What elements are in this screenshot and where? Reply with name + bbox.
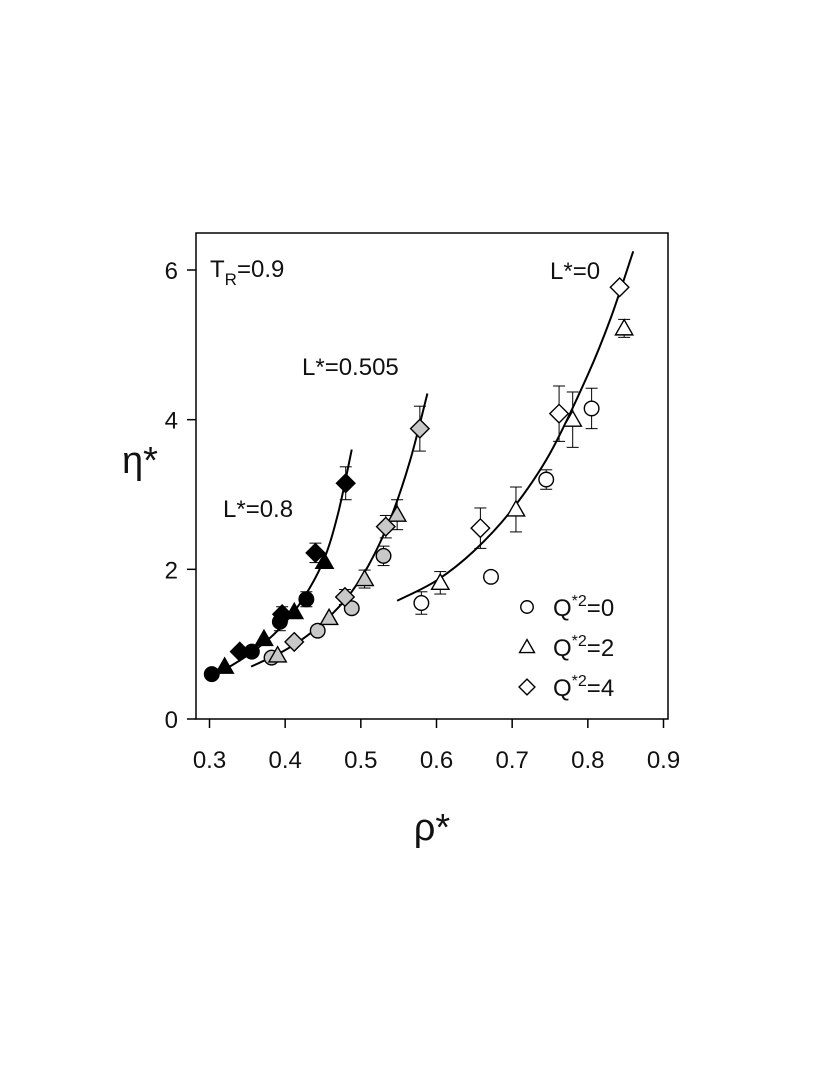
data-point-circle bbox=[538, 471, 555, 488]
curve-label-l08: L*=0.8 bbox=[223, 496, 293, 523]
x-tick-label: 0.6 bbox=[420, 747, 453, 774]
data-point-diamond bbox=[470, 517, 491, 539]
data-point-triangle bbox=[254, 628, 274, 647]
plot-area-frame bbox=[195, 232, 669, 720]
data-point-diamond bbox=[305, 542, 326, 564]
data-point-triangle bbox=[314, 551, 335, 570]
data-point-diamond bbox=[229, 641, 250, 662]
legend-label-superscript: *2 bbox=[572, 673, 587, 690]
temperature-subscript: R bbox=[225, 270, 237, 289]
data-point-diamond bbox=[409, 418, 431, 439]
y-tick-label: 0 bbox=[165, 707, 178, 734]
data-points bbox=[203, 276, 635, 683]
legend-label-base: Q bbox=[553, 635, 572, 662]
data-point-circle bbox=[483, 568, 499, 585]
legend-label: Q*2=0 bbox=[553, 593, 614, 622]
x-axis-title: ρ* bbox=[414, 807, 451, 849]
data-point-triangle bbox=[614, 318, 635, 336]
data-point-triangle bbox=[354, 568, 375, 587]
x-tick-label: 0.3 bbox=[193, 747, 226, 774]
data-point-circle bbox=[375, 547, 392, 564]
legend-label-tail: =4 bbox=[587, 675, 614, 702]
data-point-circle bbox=[203, 666, 220, 683]
data-point-triangle bbox=[214, 656, 235, 674]
legend-label-superscript: *2 bbox=[572, 633, 587, 650]
y-tick-label: 6 bbox=[165, 258, 178, 285]
curve-label-l0: L*=0 bbox=[550, 258, 600, 285]
data-point-circle bbox=[309, 622, 326, 639]
data-point-triangle bbox=[506, 499, 526, 517]
data-point-diamond bbox=[271, 604, 293, 625]
y-axis-title: η* bbox=[122, 440, 158, 482]
data-point-circle bbox=[413, 595, 430, 611]
x-tick-label: 0.9 bbox=[647, 747, 680, 774]
data-point-diamond bbox=[335, 473, 356, 494]
x-tick-label: 0.7 bbox=[495, 747, 528, 774]
data-point-circle bbox=[298, 591, 315, 608]
legend-label-tail: =2 bbox=[587, 635, 614, 662]
data-point-triangle bbox=[430, 572, 451, 591]
legend: Q*2=0Q*2=2Q*2=4 bbox=[518, 593, 614, 702]
legend-label-tail: =0 bbox=[587, 595, 614, 622]
temperature-base: T bbox=[210, 256, 225, 283]
data-point-triangle bbox=[387, 504, 408, 522]
data-point-triangle bbox=[319, 607, 339, 626]
x-tick-label: 0.5 bbox=[344, 747, 377, 774]
data-point-diamond bbox=[548, 403, 570, 424]
data-point-triangle bbox=[267, 645, 288, 663]
data-point-circle bbox=[343, 600, 360, 617]
y-tick-label: 2 bbox=[165, 557, 178, 584]
data-point-diamond bbox=[334, 586, 356, 608]
temperature-annotation: TR=0.9 bbox=[210, 256, 284, 289]
legend-label: Q*2=2 bbox=[553, 633, 614, 662]
data-point-diamond bbox=[375, 516, 397, 537]
data-point-circle bbox=[583, 400, 600, 417]
legend-label: Q*2=4 bbox=[553, 673, 614, 702]
temperature-tail: =0.9 bbox=[237, 256, 284, 283]
data-point-diamond bbox=[284, 631, 305, 653]
legend-label-superscript: *2 bbox=[572, 593, 587, 610]
legend-marker-diamond bbox=[518, 678, 536, 696]
legend-label-base: Q bbox=[553, 675, 572, 702]
curve-label-l0505: L*=0.505 bbox=[302, 354, 399, 381]
fit-curve bbox=[396, 250, 635, 602]
y-tick-label: 4 bbox=[165, 408, 178, 435]
x-axis-ticks: 0.3 0.4 0.5 0.6 0.7 0.8 0.9 bbox=[193, 719, 680, 774]
x-tick-label: 0.4 bbox=[268, 747, 301, 774]
data-point-triangle bbox=[562, 409, 583, 427]
y-axis-ticks: 0 2 4 6 bbox=[165, 258, 196, 734]
legend-marker-circle bbox=[520, 600, 534, 614]
x-tick-label: 0.8 bbox=[571, 747, 604, 774]
data-point-diamond bbox=[609, 276, 630, 298]
legend-marker-triangle bbox=[518, 638, 536, 654]
legend-label-base: Q bbox=[553, 595, 572, 622]
